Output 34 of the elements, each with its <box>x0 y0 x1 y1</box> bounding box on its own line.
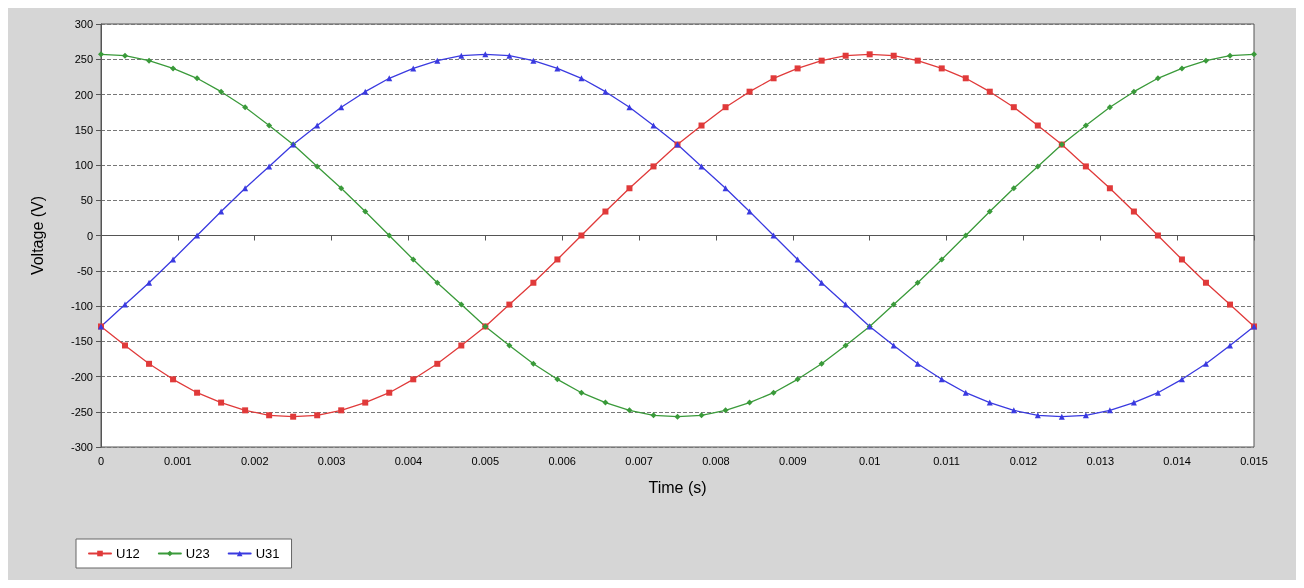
y-tick-label: -150 <box>70 335 93 348</box>
x-tick-label: 0.001 <box>164 454 192 467</box>
x-tick-label: 0.01 <box>858 454 881 467</box>
x-tick-label: 0.009 <box>779 454 807 467</box>
x-tick-label: 0.002 <box>240 454 269 467</box>
legend-label: U31 <box>255 546 280 561</box>
legend-label: U12 <box>116 546 140 561</box>
x-tick-label: 0.008 <box>702 454 730 467</box>
x-tick-label: 0.013 <box>1086 454 1115 467</box>
y-tick-label: 300 <box>74 18 93 30</box>
y-tick-label: -250 <box>70 405 93 418</box>
x-tick-label: 0.015 <box>1240 454 1268 467</box>
y-tick-label: 0 <box>86 229 93 242</box>
x-tick-label: 0.006 <box>548 454 576 467</box>
y-tick-label: -100 <box>70 300 93 312</box>
x-tick-label: 0.014 <box>1163 454 1191 467</box>
x-axis-title: Time (s) <box>648 478 707 496</box>
y-tick-label: 50 <box>80 194 93 207</box>
x-tick-label: 0.012 <box>1009 454 1038 467</box>
y-axis-title: Voltage (V) <box>28 195 46 276</box>
x-tick-label: 0.007 <box>625 454 653 467</box>
y-tick-label: -300 <box>70 441 93 453</box>
y-tick-label: 150 <box>74 123 93 136</box>
y-tick-label: 200 <box>74 88 93 101</box>
x-tick-label: 0.003 <box>317 454 346 467</box>
y-tick-label: -50 <box>77 264 93 277</box>
y-tick-label: -200 <box>70 370 93 383</box>
x-tick-label: 0.005 <box>471 454 500 467</box>
legend-label: U23 <box>185 546 210 561</box>
x-tick-label: 0 <box>97 454 105 467</box>
x-tick-label: 0.011 <box>933 454 960 467</box>
x-tick-label: 0.004 <box>394 454 423 467</box>
y-tick-label: 100 <box>74 159 93 171</box>
y-tick-label: 250 <box>74 53 93 66</box>
